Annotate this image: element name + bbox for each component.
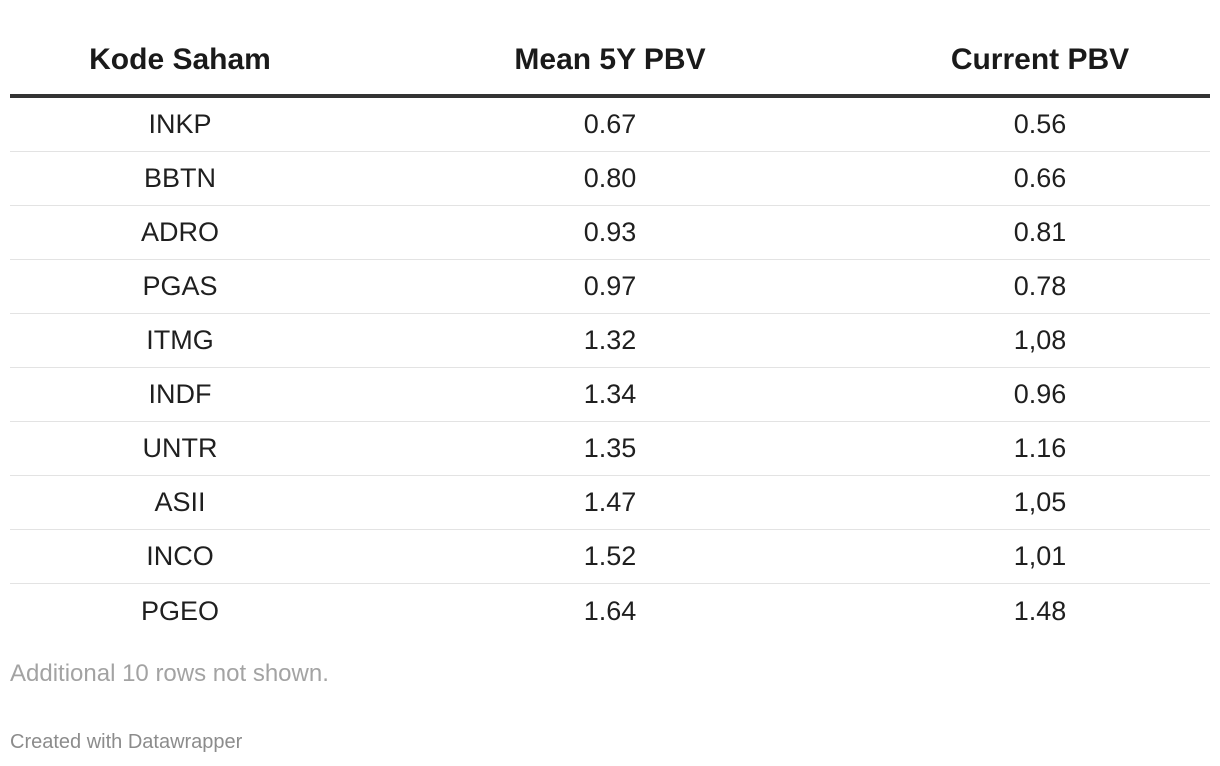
- cell-mean-5y-pbv: 0.97: [583, 271, 637, 301]
- cell-mean-5y-pbv: 1.64: [583, 595, 637, 626]
- table-row: PGAS 0.97 0.78: [10, 260, 1210, 314]
- table-row: INCO 1.52 1,01: [10, 530, 1210, 584]
- header-kode-saham: Kode Saham: [89, 43, 271, 76]
- cell-mean-5y-pbv: 1.35: [583, 433, 637, 463]
- datawrapper-credit: Created with Datawrapper: [10, 731, 243, 753]
- table-row: BBTN 0.80 0.66: [10, 152, 1210, 206]
- cell-mean-5y-pbv: 1.52: [583, 541, 637, 571]
- table-row: UNTR 1.35 1.16: [10, 422, 1210, 476]
- cell-kode-saham: BBTN: [143, 163, 216, 193]
- cell-kode-saham: PGAS: [142, 271, 218, 301]
- cell-mean-5y-pbv: 1.47: [583, 487, 637, 517]
- header-current-pbv: Current PBV: [950, 43, 1130, 76]
- cell-kode-saham: UNTR: [142, 433, 218, 463]
- cell-mean-5y-pbv: 1.32: [583, 325, 637, 355]
- cell-current-pbv: 1,08: [1013, 325, 1067, 355]
- table-row: PGEO 1.64 1.48: [10, 584, 1210, 638]
- cell-current-pbv: 0.78: [1013, 271, 1067, 301]
- table-row: INDF 1.34 0.96: [10, 368, 1210, 422]
- cell-current-pbv: 0.66: [1013, 163, 1067, 193]
- cell-current-pbv: 1.48: [1013, 595, 1067, 626]
- table-body: INKP 0.67 0.56 BBTN 0.80 0.66 ADRO 0.93 0.81 PGAS…: [10, 98, 1210, 638]
- cell-current-pbv: 1,01: [1013, 541, 1067, 571]
- cell-kode-saham: ASII: [154, 487, 206, 517]
- cell-kode-saham: ADRO: [140, 217, 219, 247]
- cell-current-pbv: 0.96: [1013, 379, 1067, 409]
- data-table: Kode Saham Mean 5Y PBV Current PBV INKP 0…: [10, 26, 1210, 638]
- table-row: ADRO 0.93 0.81: [10, 206, 1210, 260]
- cell-current-pbv: 0.81: [1013, 217, 1067, 247]
- cell-current-pbv: 0.56: [1013, 109, 1067, 139]
- cell-current-pbv: 1.16: [1013, 433, 1067, 463]
- rows-hidden-note: Additional 10 rows not shown.: [10, 660, 329, 687]
- cell-mean-5y-pbv: 1.34: [583, 379, 637, 409]
- table-row: ITMG 1.32 1,08: [10, 314, 1210, 368]
- cell-mean-5y-pbv: 0.80: [583, 163, 637, 193]
- cell-kode-saham: INCO: [146, 541, 214, 571]
- cell-mean-5y-pbv: 0.93: [583, 217, 637, 247]
- table-header-row: Kode Saham Mean 5Y PBV Current PBV: [10, 26, 1210, 98]
- table-row: ASII 1.47 1,05: [10, 476, 1210, 530]
- table-row: INKP 0.67 0.56: [10, 98, 1210, 152]
- cell-kode-saham: PGEO: [140, 595, 220, 626]
- cell-kode-saham: ITMG: [146, 325, 214, 355]
- cell-current-pbv: 1,05: [1013, 487, 1067, 517]
- cell-mean-5y-pbv: 0.67: [583, 109, 637, 139]
- cell-kode-saham: INDF: [148, 379, 212, 409]
- cell-kode-saham: INKP: [148, 109, 212, 139]
- header-mean-5y-pbv: Mean 5Y PBV: [514, 43, 706, 76]
